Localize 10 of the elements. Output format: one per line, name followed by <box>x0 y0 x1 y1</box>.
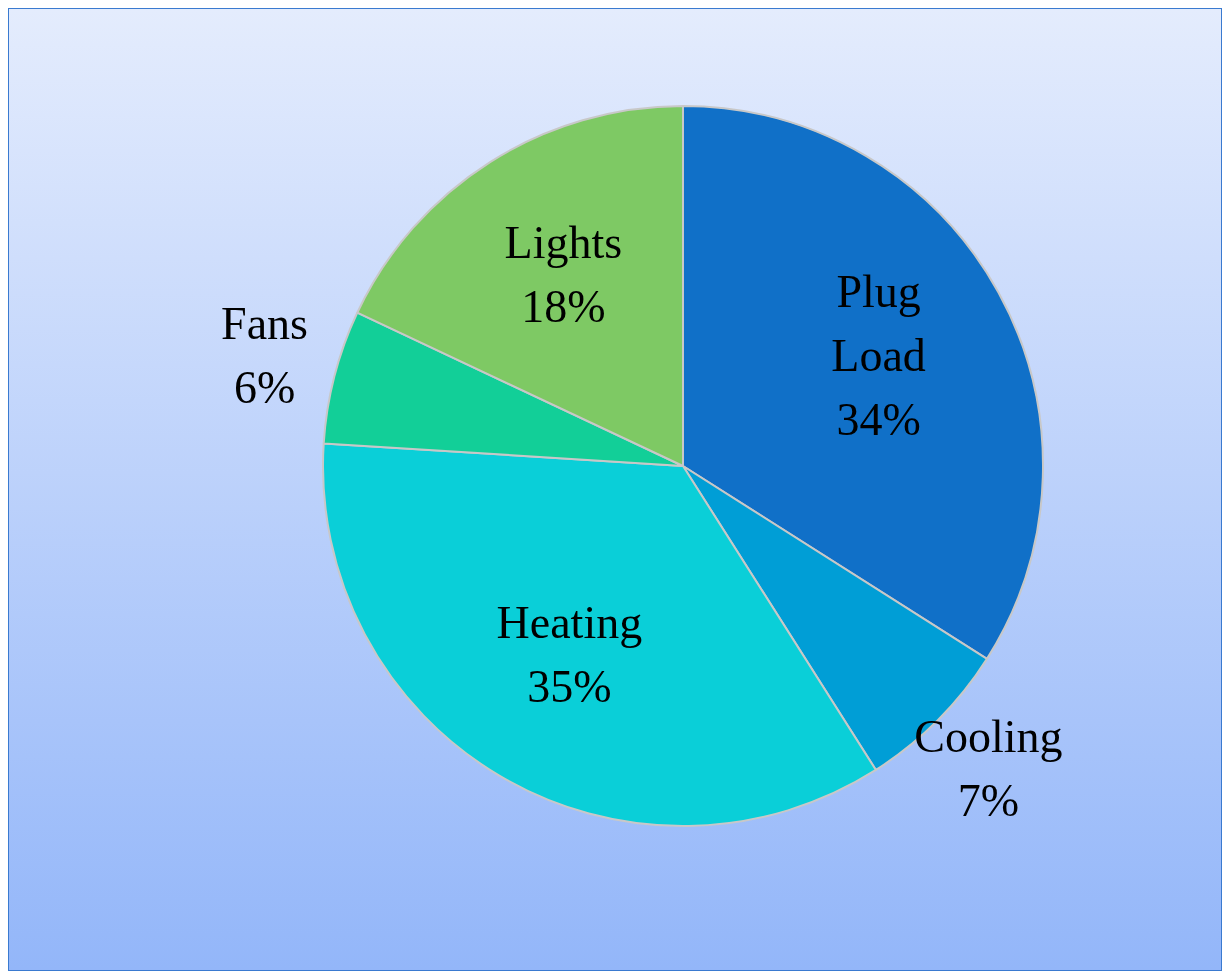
slice-label: Fans <box>221 297 309 349</box>
slice-label: Heating <box>496 597 643 649</box>
data-label: 34% <box>836 393 921 445</box>
data-label: 7% <box>957 774 1020 826</box>
slice-label: Cooling <box>914 710 1063 762</box>
data-label: 18% <box>521 280 606 332</box>
slice-label: Lights <box>504 216 623 268</box>
data-label: 6% <box>233 361 296 413</box>
data-label: 35% <box>527 661 612 713</box>
slice-label: Plug Load <box>831 265 926 381</box>
